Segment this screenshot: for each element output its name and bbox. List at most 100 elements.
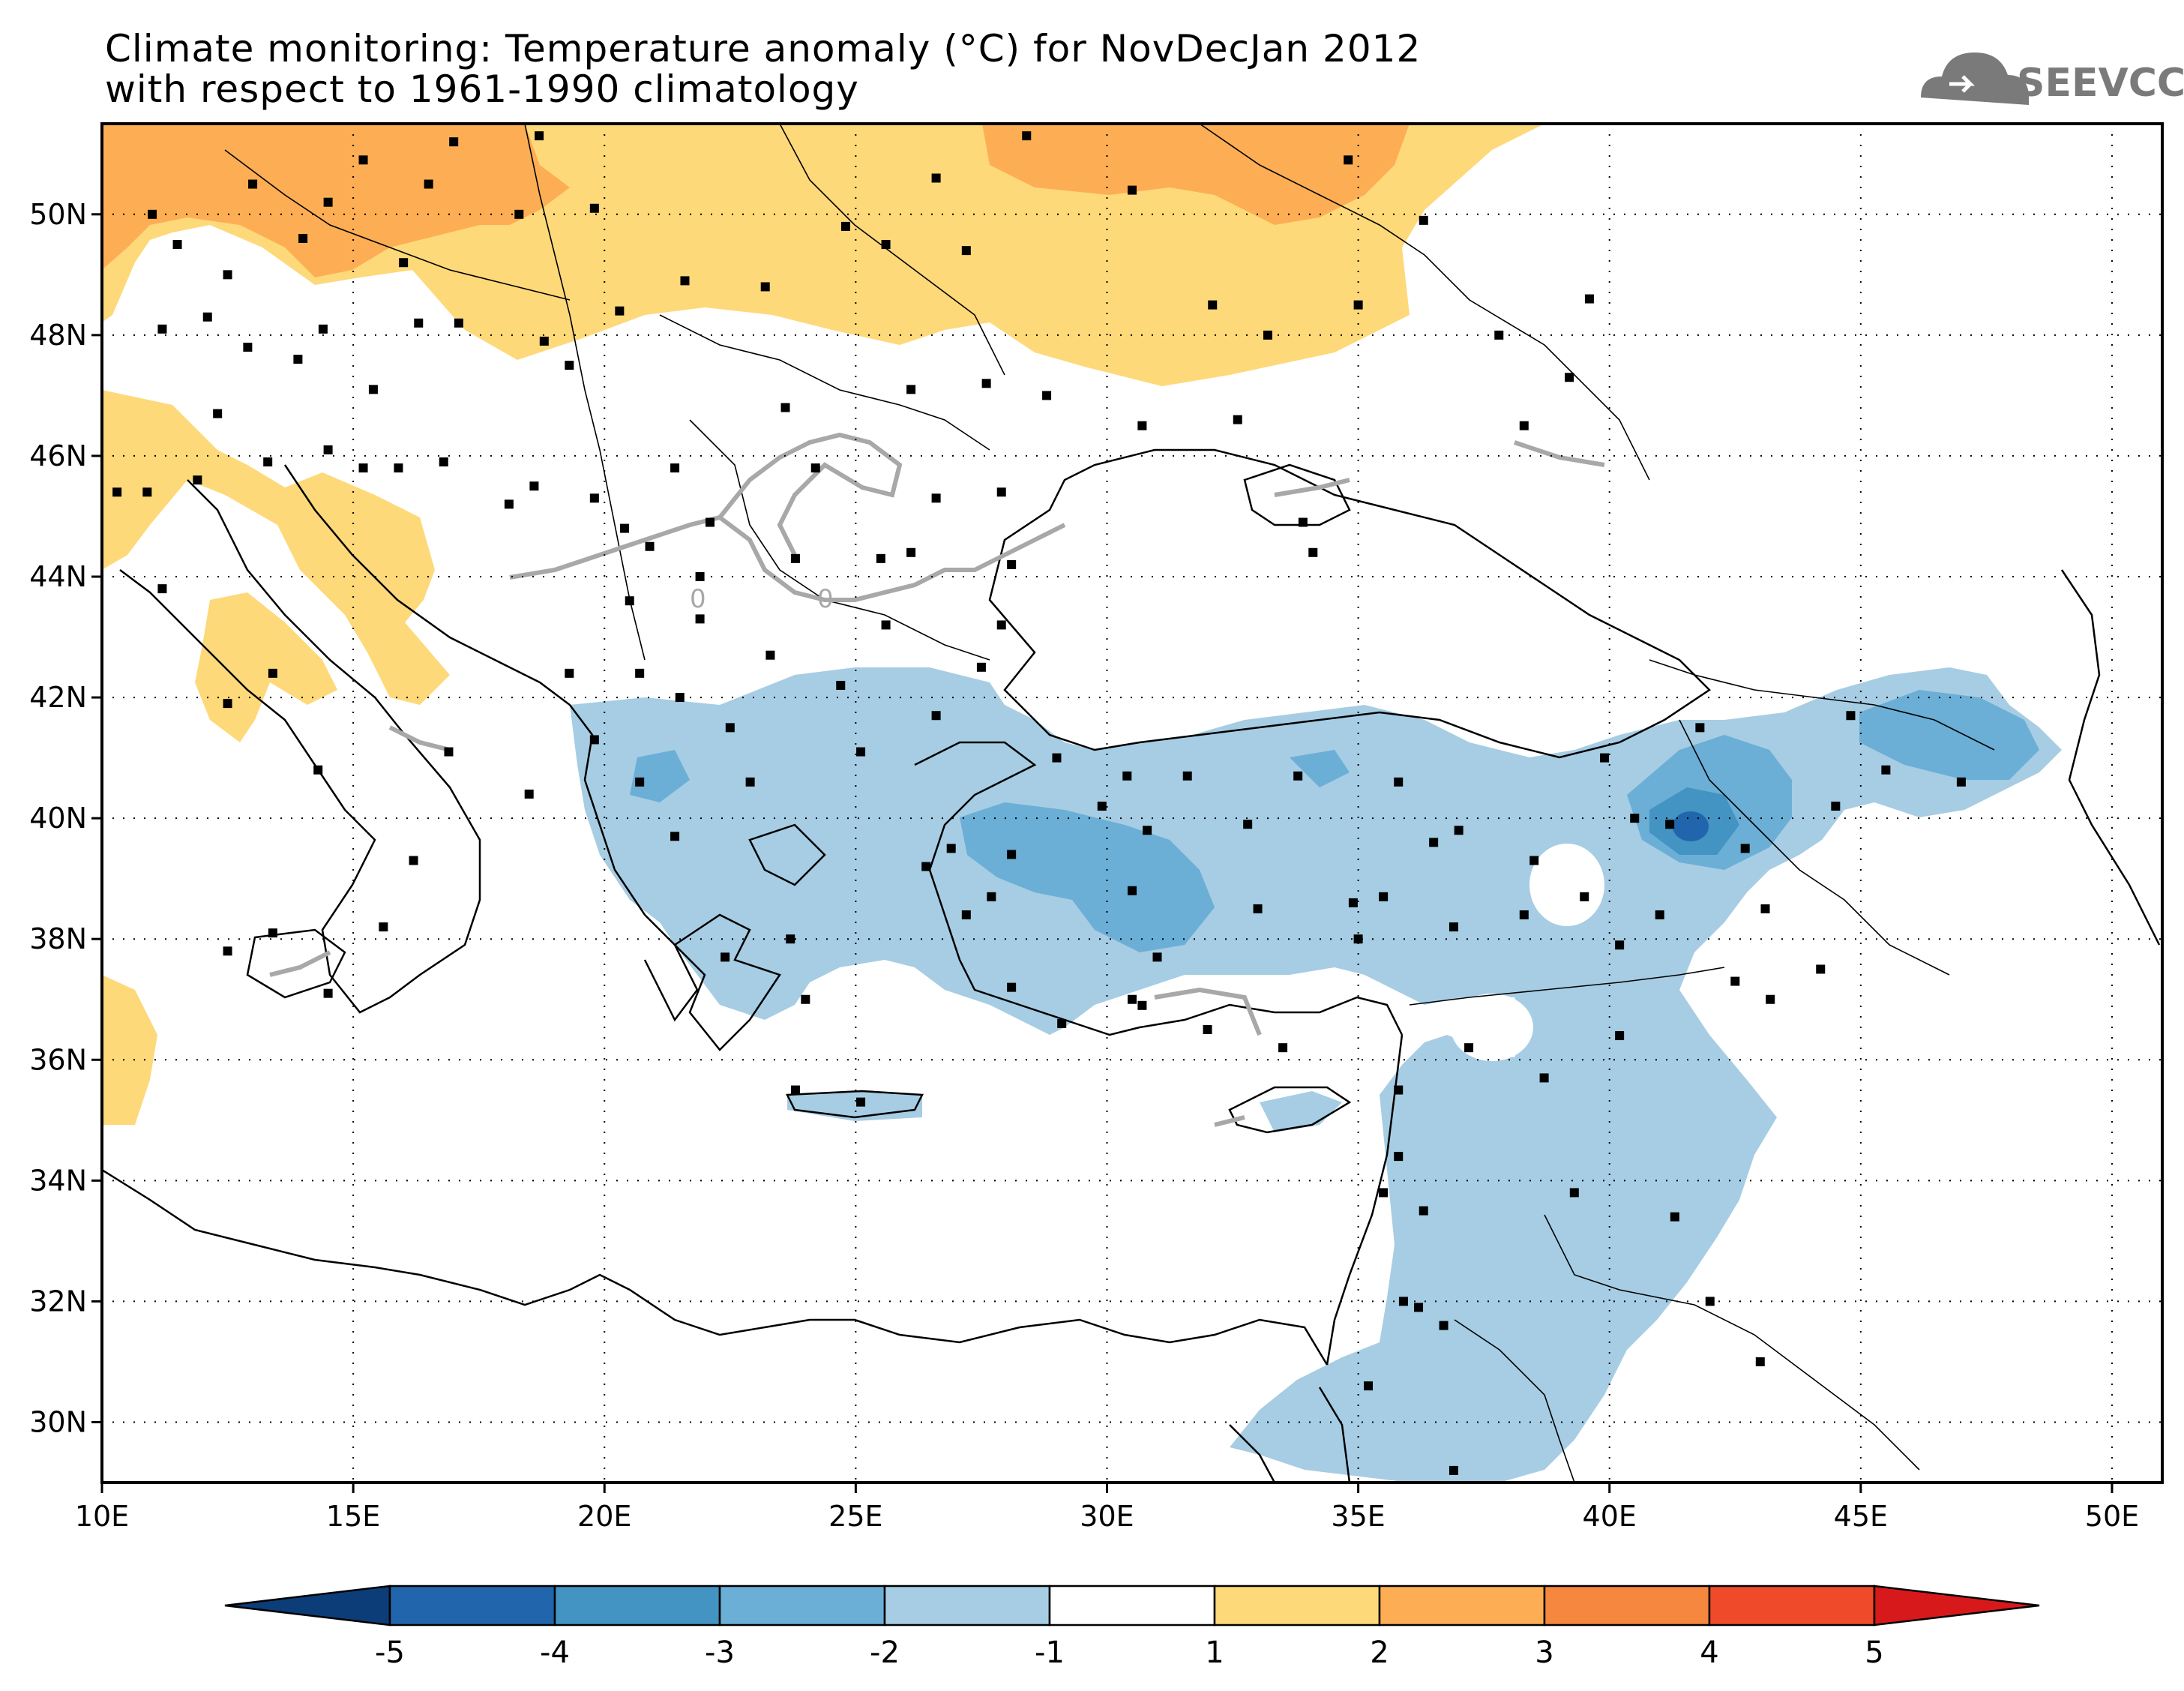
station-marker <box>268 928 277 938</box>
station-marker <box>313 765 323 775</box>
colorbar-label: -5 <box>375 1636 405 1670</box>
station-marker <box>1253 904 1263 913</box>
colorbar-label: -2 <box>870 1636 900 1670</box>
station-marker <box>625 596 634 606</box>
colorbar: -5 -4 -3 -2 -1 1 2 3 4 5 <box>224 1585 2040 1670</box>
y-tick-label: 48N <box>29 319 87 352</box>
station-marker <box>881 620 891 630</box>
station-marker <box>1007 850 1017 859</box>
station-marker <box>1695 723 1705 733</box>
title-line-1: Climate monitoring: Temperature anomaly … <box>105 27 1421 70</box>
y-tick-label: 32N <box>29 1285 87 1318</box>
station-marker <box>1565 373 1574 382</box>
station-marker <box>976 662 986 672</box>
station-marker <box>414 318 424 328</box>
levant-coast <box>1326 1034 1404 1366</box>
station-marker <box>323 988 333 998</box>
station-marker <box>1308 547 1318 557</box>
station-marker <box>1584 294 1594 304</box>
balkan-adriatic-coast <box>283 464 699 1022</box>
station-marker <box>142 487 152 497</box>
x-tick-label: 40E <box>1583 1500 1637 1533</box>
station-marker <box>836 680 846 690</box>
colorbar-swatch <box>1378 1585 1546 1627</box>
station-marker <box>1233 415 1242 424</box>
station-marker <box>856 747 866 757</box>
station-marker <box>645 541 655 551</box>
colorbar-label: 1 <box>1205 1636 1224 1670</box>
station-marker <box>157 324 167 334</box>
station-marker <box>1394 1152 1404 1162</box>
station-marker <box>589 735 599 745</box>
x-tick-label: 35E <box>1331 1500 1385 1533</box>
station-marker <box>996 620 1006 630</box>
station-marker <box>318 324 328 334</box>
station-marker <box>635 668 645 678</box>
station-marker <box>535 131 544 141</box>
station-marker <box>223 699 232 709</box>
station-marker <box>1665 820 1675 829</box>
station-marker <box>1439 1321 1449 1330</box>
station-marker <box>358 155 368 165</box>
station-marker <box>615 306 625 316</box>
station-marker <box>1519 910 1529 919</box>
y-tick-label: 38N <box>29 922 87 955</box>
y-axis: 30N 32N 34N 36N 38N 40N 42N 44N 46N 48N 50N <box>29 198 102 1438</box>
station-marker <box>1394 777 1404 787</box>
greek-coast <box>673 823 826 1051</box>
station-marker <box>1057 1018 1067 1028</box>
station-marker <box>1298 517 1308 527</box>
station-marker <box>931 711 941 721</box>
colorbar-extend-high <box>1873 1585 2040 1627</box>
station-marker <box>1755 1357 1765 1366</box>
y-tick-label: 36N <box>29 1043 87 1076</box>
colorbar-swatch <box>1048 1585 1216 1627</box>
warm-anomaly-region-tunisia <box>102 975 157 1125</box>
logo-text: SEEVCCC <box>2017 61 2184 106</box>
station-marker <box>1128 185 1137 195</box>
station-marker <box>1730 976 1740 986</box>
neutral-hole-syria <box>1451 994 1533 1061</box>
station-marker <box>213 409 223 418</box>
station-marker <box>765 650 775 660</box>
colorbar-label: -3 <box>705 1636 735 1670</box>
station-marker <box>1022 131 1032 141</box>
station-marker <box>514 209 524 219</box>
map-area: 0 0 <box>102 124 2162 1483</box>
x-tick-label: 50E <box>2085 1500 2139 1533</box>
title-line-2: with respect to 1961-1990 climatology <box>105 67 859 111</box>
station-marker <box>1615 940 1625 950</box>
station-marker <box>293 355 303 364</box>
colorbar-swatch <box>718 1585 886 1627</box>
station-marker <box>1740 844 1750 853</box>
x-tick-label: 20E <box>577 1500 631 1533</box>
station-marker <box>1429 838 1439 847</box>
station-marker <box>670 832 680 841</box>
caspian-coast <box>2060 569 2161 946</box>
station-marker <box>148 209 157 219</box>
sicily-coast <box>246 928 346 999</box>
zero-contour-label: 0 <box>817 584 834 614</box>
zero-contour-label: 0 <box>690 584 706 614</box>
station-marker <box>675 693 685 703</box>
colorbar-swatch <box>1543 1585 1711 1627</box>
station-marker <box>1454 826 1463 835</box>
station-marker <box>1042 391 1052 400</box>
station-marker <box>635 777 645 787</box>
colorbar-label: -4 <box>540 1636 570 1670</box>
station-marker <box>524 789 534 799</box>
station-marker <box>1263 330 1272 340</box>
station-marker <box>263 457 273 466</box>
x-axis: 10E 15E 20E 25E 30E 35E 40E 45E 50E <box>75 1483 2139 1533</box>
station-marker <box>449 137 459 147</box>
country-borders <box>224 124 1995 1483</box>
crimea-coast <box>1243 463 1351 526</box>
graticule <box>102 124 2162 1483</box>
station-marker <box>680 276 690 286</box>
station-marker <box>1831 802 1841 811</box>
station-marker <box>1449 1465 1458 1475</box>
station-marker <box>1152 952 1162 962</box>
station-marker <box>790 1085 800 1095</box>
station-marker <box>801 994 810 1004</box>
